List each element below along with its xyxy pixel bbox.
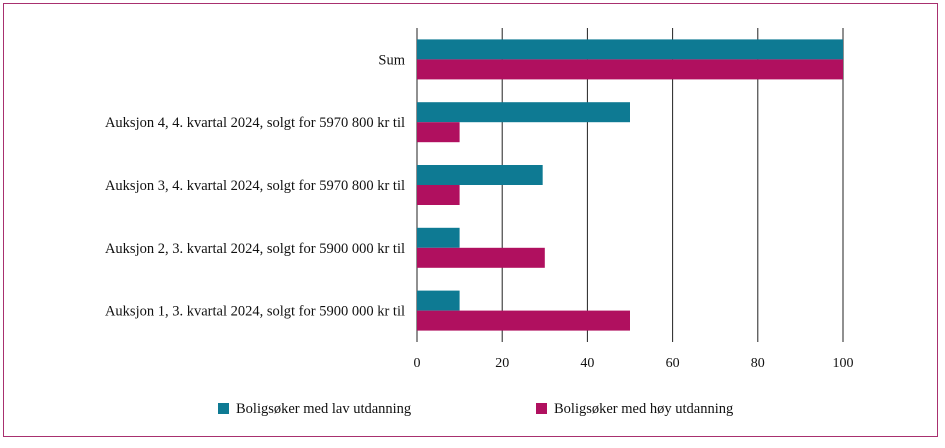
legend-label-0: Boligsøker med lav utdanning [236,401,411,417]
bar-lav-3 [417,227,460,248]
bar-lav-1 [417,102,630,123]
category-labels: Sum Auksjon 4, 4. kvartal 2024, solgt for… [105,52,406,319]
gridlines [416,28,844,342]
legend-swatch-1 [536,403,547,414]
legend-label-1: Boligsøker med høy utdanning [554,401,733,417]
x-tick-label-20: 20 [495,356,509,371]
x-tick-label-40: 40 [580,356,594,371]
legend-swatch-0 [218,403,229,414]
legend: Boligsøker med lav utdanning Boligsøker m… [218,401,733,417]
bar-lav-0 [417,39,843,60]
bar-lav-4 [417,290,460,311]
x-tick-label-100: 100 [833,356,854,371]
bar-lav-2 [417,165,543,185]
category-label-0: Sum [378,52,405,68]
category-label-2: Auksjon 3, 4. kvartal 2024, solgt for 59… [105,178,405,194]
x-tick-label-80: 80 [751,356,765,371]
bar-hoy-3 [417,247,545,268]
bars [417,39,843,331]
category-label-1: Auksjon 4, 4. kvartal 2024, solgt for 59… [105,115,405,131]
x-tick-label-60: 60 [666,356,680,371]
x-axis-ticks: 0 20 40 60 80 100 [414,356,854,371]
x-tick-label-0: 0 [414,356,421,371]
bar-hoy-4 [417,310,630,331]
category-label-4: Auksjon 1, 3. kvartal 2024, solgt for 59… [105,304,405,320]
bar-hoy-0 [417,59,843,80]
category-label-3: Auksjon 2, 3. kvartal 2024, solgt for 59… [105,241,405,257]
bar-hoy-1 [417,122,460,143]
bar-hoy-2 [417,185,460,205]
